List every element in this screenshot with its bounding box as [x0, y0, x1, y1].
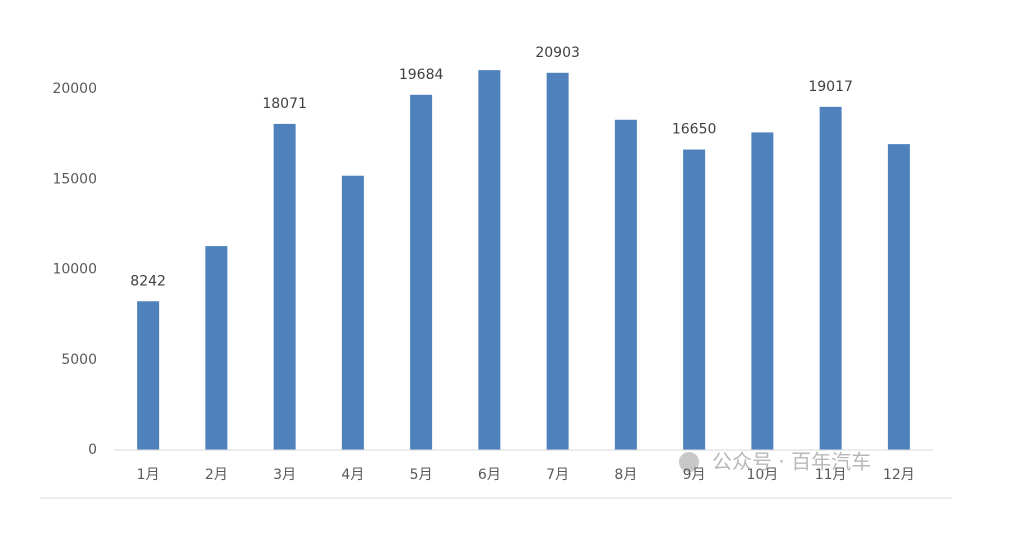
y-tick-label: 15000: [52, 171, 97, 187]
data-label: 18071: [262, 96, 307, 112]
x-tick-label: 2月: [205, 467, 228, 483]
x-tick-label: 3月: [273, 467, 296, 483]
bar: [341, 175, 364, 450]
bar: [478, 70, 501, 450]
data-label: 20903: [535, 45, 580, 61]
bar: [410, 94, 433, 450]
y-tick-label: 5000: [61, 352, 97, 368]
y-tick-label: 10000: [52, 262, 97, 278]
x-tick-label: 12月: [883, 467, 915, 483]
x-tick-label: 10月: [746, 467, 778, 483]
x-tick-label: 11月: [815, 467, 847, 483]
bar: [819, 106, 842, 450]
bar: [273, 123, 296, 451]
watermark-icon: [679, 452, 699, 472]
y-tick-label: 0: [88, 442, 97, 458]
data-label: 8242: [130, 273, 166, 289]
x-tick-label: 4月: [341, 467, 364, 483]
data-label: 16650: [672, 122, 717, 138]
x-tick-label: 1月: [137, 467, 160, 483]
bar: [614, 119, 637, 450]
data-label: 19017: [808, 79, 853, 95]
x-tick-label: 5月: [410, 467, 433, 483]
bar: [683, 149, 706, 450]
x-tick-label: 6月: [478, 467, 501, 483]
bar: [887, 144, 910, 450]
bar: [546, 72, 569, 450]
x-tick-label: 9月: [683, 467, 706, 483]
bar: [205, 246, 228, 450]
x-tick-label: 8月: [614, 467, 637, 483]
watermark: 公众号 · 百年汽车: [712, 450, 871, 474]
x-tick-label: 7月: [546, 467, 569, 483]
bar: [137, 301, 160, 450]
data-label: 19684: [399, 67, 444, 83]
bar: [751, 132, 774, 450]
y-tick-label: 20000: [52, 81, 97, 97]
